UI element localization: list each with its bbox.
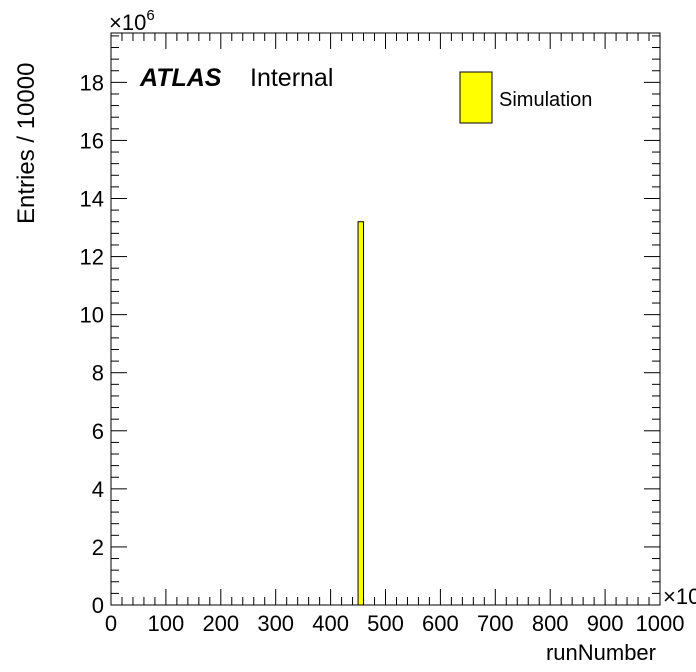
x-tick-label: 700 xyxy=(477,611,514,636)
x-tick-label: 600 xyxy=(422,611,459,636)
y-tick-label: 4 xyxy=(92,477,104,502)
x-tick-label: 300 xyxy=(257,611,294,636)
x-tick-label: 100 xyxy=(148,611,185,636)
x-tick-label: 1000 xyxy=(636,611,685,636)
y-axis-label: Entries / 10000 xyxy=(13,63,40,224)
y-tick-label: 10 xyxy=(80,303,104,328)
histogram-bar xyxy=(357,221,365,606)
y-axis-ticks: 0 2 4 6 8 10 12 14 16 18 xyxy=(80,35,660,618)
x-tick-label: 400 xyxy=(312,611,349,636)
y-tick-label: 8 xyxy=(92,361,104,386)
y-tick-label: 16 xyxy=(80,128,104,153)
y-axis-multiplier: ×106 xyxy=(109,7,155,35)
y-tick-label: 6 xyxy=(92,419,104,444)
internal-label: Internal xyxy=(250,64,333,92)
x-tick-label: 800 xyxy=(532,611,569,636)
x-axis-label: runNumber xyxy=(546,640,656,665)
histogram-bars xyxy=(357,221,365,606)
x-tick-label: 900 xyxy=(587,611,624,636)
x-axis-multiplier: ×103 xyxy=(663,581,696,609)
atlas-label: ATLAS xyxy=(139,64,222,92)
legend-swatch xyxy=(459,71,493,124)
y-tick-label: 14 xyxy=(80,187,104,212)
legend-label: Simulation xyxy=(499,89,592,111)
y-tick-label: 0 xyxy=(92,593,104,618)
y-tick-label: 18 xyxy=(80,70,104,95)
x-tick-label: 500 xyxy=(367,611,404,636)
y-tick-label: 2 xyxy=(92,535,104,560)
x-tick-label: 200 xyxy=(202,611,239,636)
plot-frame xyxy=(110,32,661,606)
x-axis-ticks: 0 100 200 300 400 500 600 700 800 900 1000 xyxy=(105,33,685,636)
y-tick-label: 12 xyxy=(80,245,104,270)
x-tick-label: 0 xyxy=(105,611,117,636)
